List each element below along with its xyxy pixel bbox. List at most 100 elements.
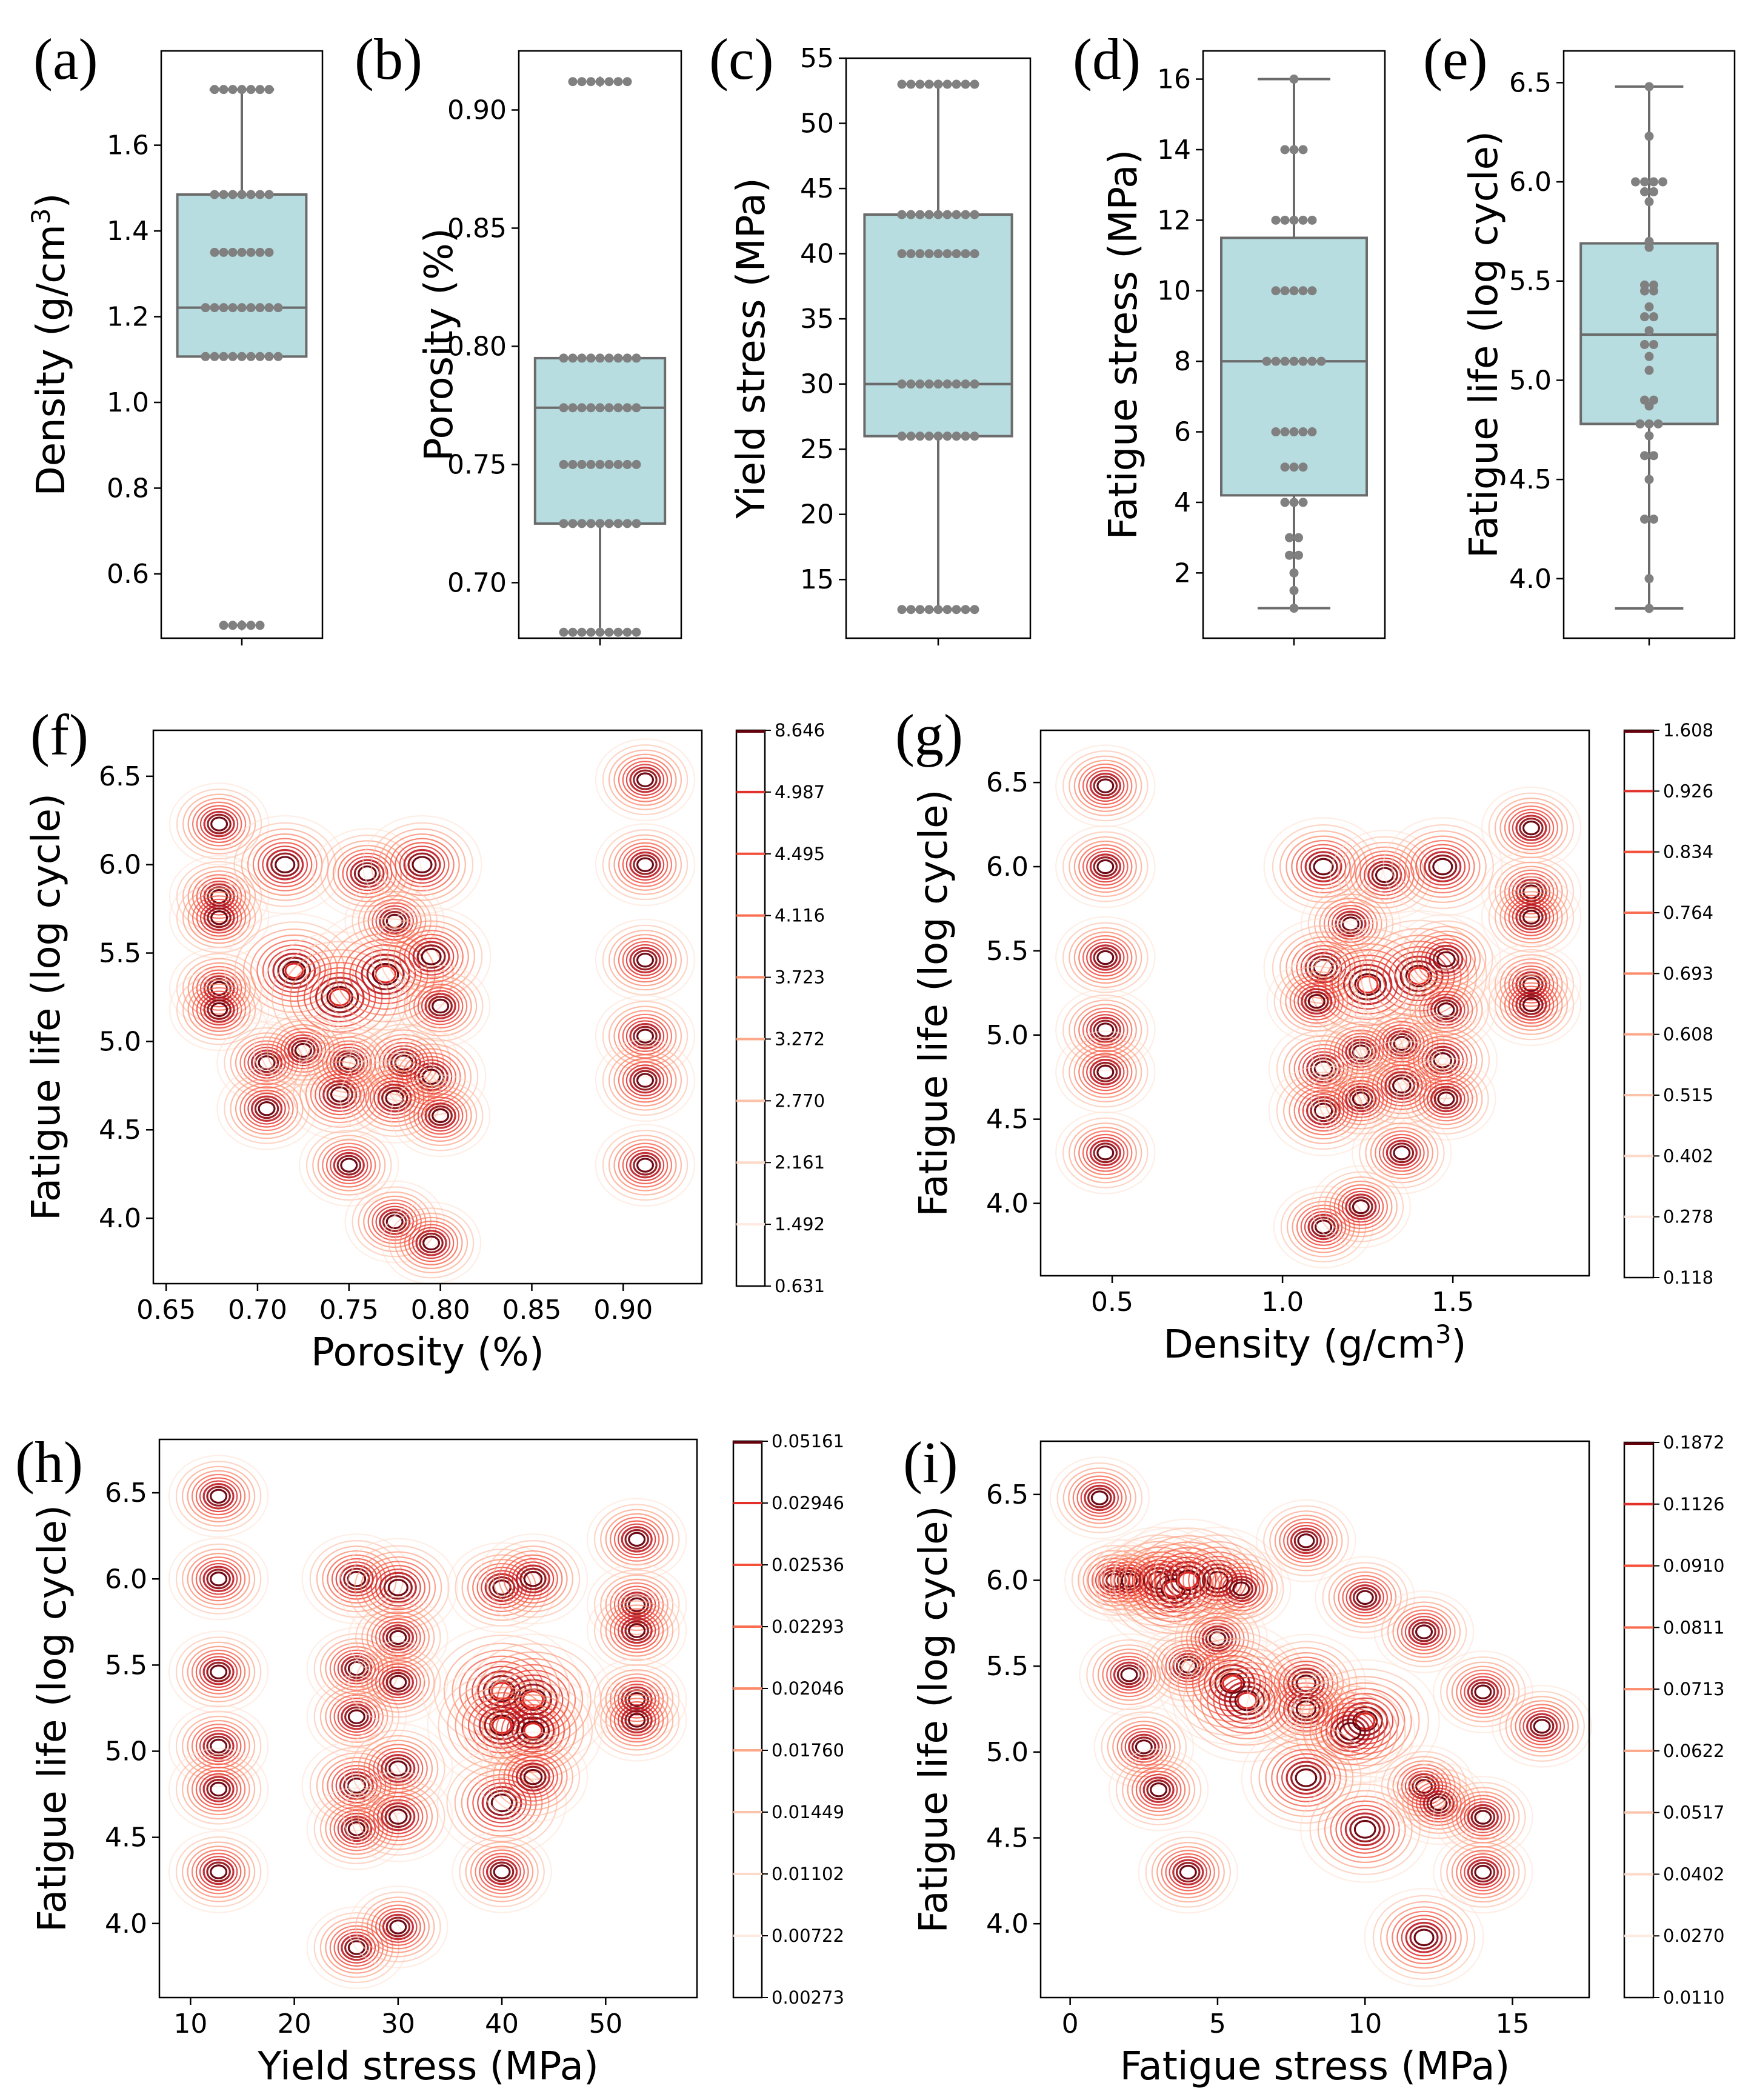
- colorbar: 0.1872 0.1126 0.0910 0.0811 0.0713 0.0622 0.05…: [1623, 1432, 1724, 2008]
- density-contour: [1049, 1456, 1150, 1539]
- iqr-box: [863, 213, 1013, 438]
- density-contour: [1135, 1770, 1182, 1809]
- swarm-point: [1649, 177, 1658, 187]
- swarm-point: [201, 352, 210, 361]
- density-contour: [384, 1805, 412, 1828]
- swarm-point: [559, 403, 569, 413]
- swarm-point: [255, 621, 265, 630]
- density-contour: [1082, 847, 1129, 886]
- density-contour: [202, 1776, 235, 1802]
- density-contour: [1300, 1775, 1430, 1883]
- density-contour: [1335, 910, 1367, 938]
- density-contour: [192, 895, 247, 941]
- density-contour: [595, 738, 696, 821]
- colorbar-tick-label: 0.118: [1663, 1267, 1713, 1288]
- y-tick-label: 50: [800, 108, 834, 139]
- density-contour: [195, 1770, 242, 1808]
- swarm-point: [970, 249, 979, 259]
- density-contour: [312, 1135, 386, 1196]
- density-contour: [1408, 1032, 1478, 1089]
- density-contour: [401, 1052, 461, 1102]
- density-contour: [389, 1919, 407, 1935]
- density-contour: [1393, 1036, 1411, 1051]
- colorbar-tick-label: 0.02293: [772, 1616, 844, 1637]
- swarm-point: [1631, 177, 1640, 187]
- density-contour: [1415, 844, 1470, 890]
- density-contour: [629, 1067, 661, 1094]
- density-contour: [397, 1080, 484, 1152]
- swarm-point: [237, 247, 247, 257]
- density-contour: [187, 983, 251, 1036]
- y-tick-label: 4.5: [986, 1104, 1029, 1135]
- density-contour: [1499, 802, 1563, 855]
- swarm-point: [952, 432, 961, 441]
- y-tick-label: 5.5: [1509, 266, 1552, 297]
- density-contour: [383, 1575, 413, 1600]
- density-contour: [482, 1856, 521, 1888]
- density-contour: [1293, 982, 1340, 1021]
- density-contour: [202, 1733, 235, 1759]
- y-tick-label: 6.5: [99, 761, 141, 792]
- axes-frame: [1039, 729, 1590, 1277]
- colorbar-tick-label: 0.693: [1663, 963, 1713, 984]
- colorbar-frame: [1623, 1441, 1655, 1999]
- density-contour: [1433, 999, 1459, 1021]
- x-tick-label: 30: [381, 2008, 415, 2039]
- swarm-point: [604, 403, 614, 413]
- density-contour: [1352, 1587, 1378, 1608]
- density-contour: [1156, 1846, 1220, 1899]
- density-contour: [481, 1570, 523, 1605]
- density-contour: [1407, 1777, 1470, 1830]
- density-contour: [361, 1652, 435, 1713]
- swarm-point: [210, 303, 219, 313]
- density-contour: [636, 952, 655, 968]
- swarm-point: [942, 79, 952, 89]
- swarm-point: [1298, 462, 1308, 472]
- density-contour: [366, 958, 405, 990]
- density-contour: [628, 1597, 646, 1613]
- density-contour: [339, 1052, 450, 1144]
- swarm-point: [906, 605, 916, 615]
- density-contour: [1291, 839, 1356, 894]
- density-contour: [1499, 1690, 1585, 1762]
- y-tick-label: 4.0: [99, 1203, 141, 1234]
- y-axis-label: Porosity (%): [417, 228, 462, 461]
- density-contour: [495, 1699, 571, 1762]
- density-contour: [1375, 1130, 1429, 1176]
- density-contour: [182, 1465, 256, 1527]
- density-contour: [498, 1550, 568, 1608]
- swarm-point: [604, 77, 614, 87]
- box-panel-b: 0.70 0.75 0.80 0.85 0.90 Porosity (%) (b): [355, 27, 682, 645]
- density-contour: [337, 1813, 376, 1845]
- y-tick-label: 5.5: [986, 936, 1029, 967]
- density-contour: [523, 1570, 543, 1587]
- density-contour: [1302, 1692, 1398, 1771]
- density-contour: [1287, 1525, 1326, 1557]
- density-contour: [628, 1713, 646, 1728]
- density-contour: [1170, 1541, 1265, 1620]
- swarm-point: [577, 627, 587, 637]
- density-contour: [1464, 1856, 1502, 1888]
- density-contour: [387, 1579, 408, 1596]
- density-contour: [1145, 1836, 1232, 1908]
- density-contour: [362, 815, 482, 915]
- density-contour: [1276, 1753, 1336, 1802]
- density-contour: [175, 1461, 262, 1532]
- y-tick-label: 0.80: [447, 331, 507, 362]
- density-contour: [1172, 1859, 1204, 1885]
- density-contour: [1293, 1530, 1319, 1552]
- swarm-point: [632, 519, 641, 528]
- density-contour: [373, 1796, 424, 1838]
- density-contour: [233, 822, 336, 907]
- density-contour: [1504, 895, 1559, 940]
- density-contour: [432, 1108, 450, 1124]
- colorbar-tick-label: 4.495: [775, 844, 825, 864]
- density-contour: [636, 1158, 655, 1173]
- swarm-point: [1298, 427, 1308, 437]
- density-contour: [1396, 1058, 1496, 1141]
- density-contour: [187, 1762, 250, 1816]
- density-contour: [479, 1853, 525, 1891]
- x-tick-label: 0.70: [228, 1295, 287, 1325]
- swarm-point: [1307, 286, 1317, 296]
- swarm-point: [613, 459, 623, 469]
